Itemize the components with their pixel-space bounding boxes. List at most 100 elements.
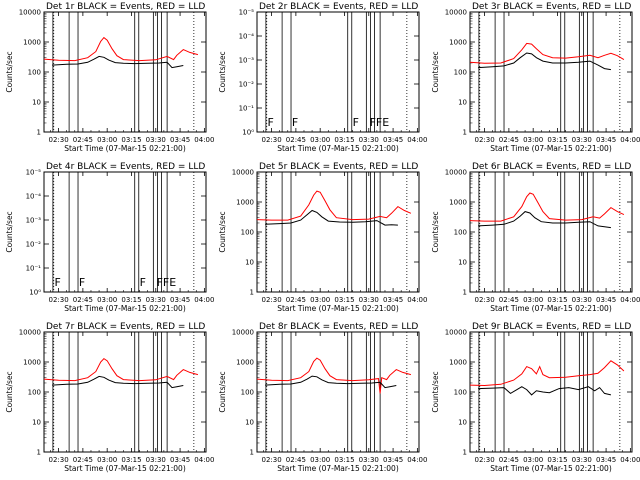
y-tick-label: 10⁻⁴ [239,33,255,41]
lld-series-line [256,190,412,221]
x-tick-label: 03:30 [359,296,379,304]
flag-label: FFE [157,276,177,289]
y-tick-label: 1 [250,449,254,457]
x-axis-label: Start Time (07-Mar-15 02:21:00) [277,304,399,313]
plot-frame [256,11,420,133]
y-tick-label: 10 [458,419,467,427]
y-tick-label: 1 [463,449,467,457]
x-tick-label: 03:00 [97,136,117,144]
x-tick-label: 03:15 [121,136,141,144]
x-tick-label: 04:00 [407,296,427,304]
lld-series-line [469,192,625,222]
y-tick-label: 1000 [449,359,467,367]
x-tick-label: 04:00 [194,296,214,304]
x-tick-label: 03:30 [572,136,592,144]
x-tick-label: 03:30 [146,296,166,304]
y-tick-label: 1000 [449,199,467,207]
y-axis-label: Counts/sec [5,371,14,412]
x-tick-label: 03:45 [383,296,403,304]
y-tick-label: 10⁻⁵ [239,9,255,17]
y-tick-label: 1 [37,129,41,137]
flag-label: FFE [370,116,390,129]
flag-label: F [268,116,274,129]
events-series-line [265,375,397,389]
panel-2: Det 2r BLACK = Events, RED = LLD 02:30 02:… [218,2,427,153]
panel-1: Det 1r BLACK = Events, RED = LLD 02:30 02:… [5,2,214,153]
x-tick-label: 02:30 [474,296,494,304]
x-tick-label: 02:30 [48,296,68,304]
panel-8: Det 8r BLACK = Events, RED = LLD 02:30 02:… [218,322,427,473]
y-tick-label: 1000 [236,199,254,207]
x-tick-label: 03:45 [170,136,190,144]
x-tick-label: 03:00 [523,456,543,464]
flag-label: F [353,116,359,129]
x-tick-label: 03:15 [334,456,354,464]
x-tick-label: 03:45 [596,456,616,464]
y-tick-label: 100 [241,229,254,237]
x-tick-label: 03:00 [310,456,330,464]
x-tick-label: 03:45 [170,456,190,464]
x-tick-label: 02:30 [48,136,68,144]
events-series-line [478,386,612,396]
x-tick-label: 03:15 [547,136,567,144]
x-tick-label: 02:30 [261,136,281,144]
events-series-line [52,55,184,69]
x-tick-label: 03:00 [310,136,330,144]
y-axis-label: Counts/sec [431,51,440,92]
plot-frame [43,171,207,293]
events-series-line [265,209,398,226]
y-tick-label: 10⁰ [242,129,254,137]
x-tick-label: 03:45 [596,296,616,304]
x-tick-label: 02:45 [499,296,519,304]
events-series-line [478,211,611,229]
y-tick-label: 1000 [23,39,41,47]
x-tick-label: 03:30 [359,456,379,464]
x-tick-label: 04:00 [407,136,427,144]
flag-label: F [292,116,298,129]
x-axis-label: Start Time (07-Mar-15 02:21:00) [64,464,186,473]
x-tick-label: 02:45 [286,296,306,304]
y-axis-label: Counts/sec [218,371,227,412]
y-tick-label: 100 [28,389,41,397]
lld-series-line [43,357,199,382]
y-tick-label: 10 [458,99,467,107]
panel-title: Det 8r BLACK = Events, RED = LLD [259,322,418,332]
panel-title: Det 5r BLACK = Events, RED = LLD [259,162,418,172]
x-tick-label: 03:15 [334,296,354,304]
x-axis-label: Start Time (07-Mar-15 02:21:00) [490,304,612,313]
x-tick-label: 03:15 [334,136,354,144]
y-tick-label: 1 [37,449,41,457]
x-tick-label: 02:30 [474,136,494,144]
panel-6: Det 6r BLACK = Events, RED = LLD 02:30 02:… [431,162,640,313]
panel-title: Det 9r BLACK = Events, RED = LLD [472,322,631,332]
y-tick-label: 10⁻¹ [239,105,255,113]
y-tick-label: 1000 [449,39,467,47]
x-tick-label: 03:00 [310,296,330,304]
x-tick-label: 04:00 [194,456,214,464]
y-tick-label: 100 [454,69,467,77]
x-tick-label: 02:30 [474,456,494,464]
x-axis-label: Start Time (07-Mar-15 02:21:00) [64,144,186,153]
x-tick-label: 03:15 [121,456,141,464]
x-tick-label: 02:30 [48,456,68,464]
y-tick-label: 10⁻³ [26,217,42,225]
x-tick-label: 03:00 [523,136,543,144]
y-tick-label: 10000 [19,329,41,337]
y-tick-label: 10000 [445,9,467,17]
panel-title: Det 2r BLACK = Events, RED = LLD [259,2,418,12]
y-tick-label: 10000 [232,169,254,177]
y-tick-label: 100 [454,229,467,237]
panel-5: Det 5r BLACK = Events, RED = LLD 02:30 02:… [218,162,427,313]
x-tick-label: 03:30 [146,136,166,144]
x-tick-label: 03:30 [359,136,379,144]
x-axis-label: Start Time (07-Mar-15 02:21:00) [277,464,399,473]
y-axis-label: Counts/sec [218,211,227,252]
x-tick-label: 02:30 [261,456,281,464]
flag-label: F [55,276,61,289]
panel-3: Det 3r BLACK = Events, RED = LLD 02:30 02:… [431,2,640,153]
x-tick-label: 04:00 [194,136,214,144]
y-tick-label: 1000 [236,359,254,367]
x-tick-label: 02:45 [286,456,306,464]
x-tick-label: 02:45 [499,136,519,144]
